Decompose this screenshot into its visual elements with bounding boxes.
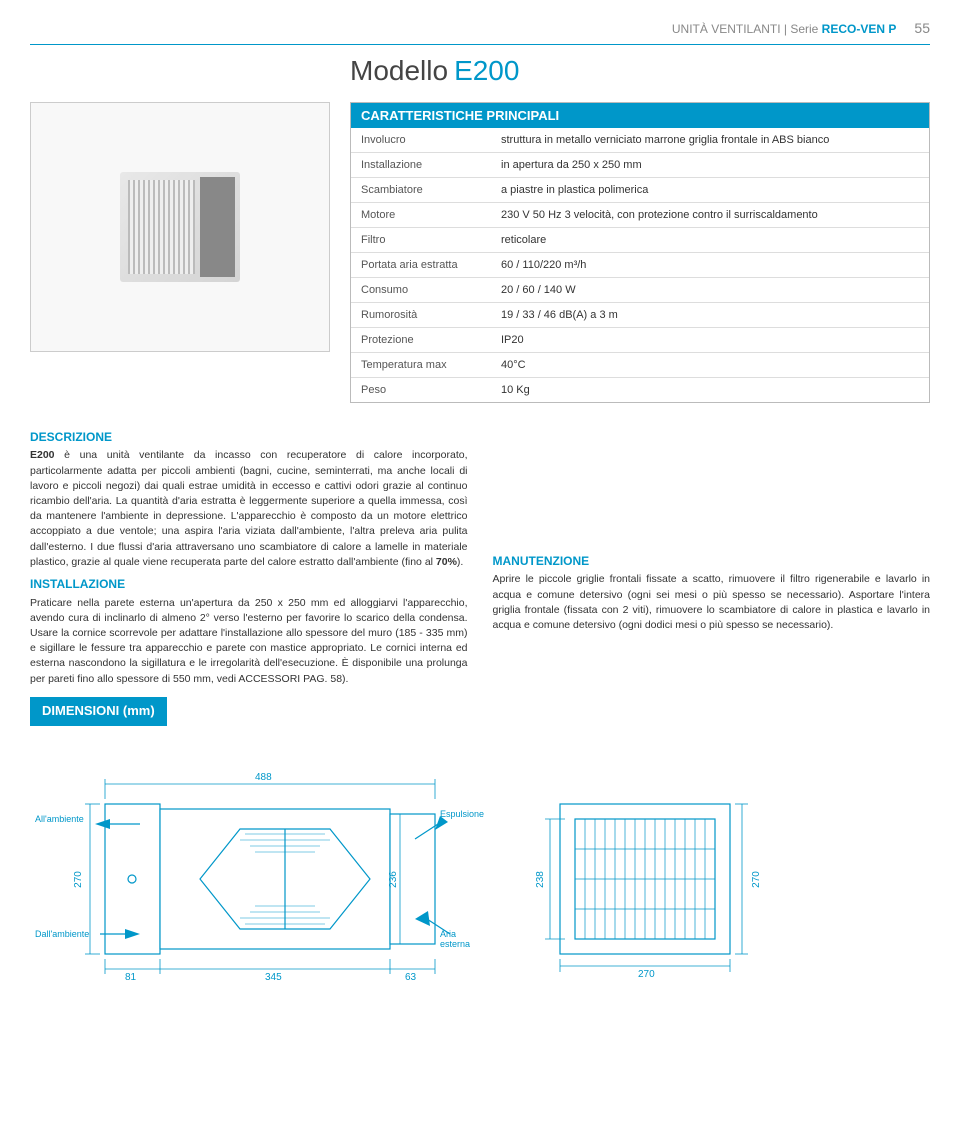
spec-value: 19 / 33 / 46 dB(A) a 3 m — [501, 309, 919, 321]
left-column: DESCRIZIONE E200 è una unità ventilante … — [30, 423, 468, 744]
spec-value: 20 / 60 / 140 W — [501, 284, 919, 296]
spec-label: Consumo — [361, 284, 501, 296]
page-header: UNITÀ VENTILANTI | Serie RECO-VEN P 55 — [30, 20, 930, 36]
spec-value: IP20 — [501, 334, 919, 346]
spec-value: 10 Kg — [501, 384, 919, 396]
diagram-front-view: 238 270 270 — [520, 784, 780, 984]
header-divider — [30, 44, 930, 45]
label-dall-ambiente: Dall'ambiente — [35, 929, 89, 939]
dim-63: 63 — [405, 972, 416, 983]
desc-end: ). — [457, 556, 463, 568]
spec-value: 60 / 110/220 m³/h — [501, 259, 919, 271]
desc-percent: 70% — [436, 556, 457, 568]
top-section: CARATTERISTICHE PRINCIPALI Involucrostru… — [30, 102, 930, 403]
spec-row: Temperatura max40°C — [351, 353, 929, 378]
spec-label: Temperatura max — [361, 359, 501, 371]
spec-label: Peso — [361, 384, 501, 396]
dim-345: 345 — [265, 972, 282, 983]
desc-model-bold: E200 — [30, 449, 55, 461]
title-prefix: Modello — [350, 55, 448, 87]
label-all-ambiente: All'ambiente — [35, 814, 84, 824]
spec-value: reticolare — [501, 234, 919, 246]
spec-row: Portata aria estratta60 / 110/220 m³/h — [351, 253, 929, 278]
dim-488: 488 — [255, 772, 272, 783]
spec-row: Filtroreticolare — [351, 228, 929, 253]
spec-row: Installazionein apertura da 250 x 250 mm — [351, 153, 929, 178]
spec-row: Peso10 Kg — [351, 378, 929, 402]
spec-label: Motore — [361, 209, 501, 221]
title-model: E200 — [454, 55, 519, 87]
dim-270-left: 270 — [73, 871, 84, 888]
body-text: DESCRIZIONE E200 è una unità ventilante … — [30, 423, 930, 744]
spec-table: CARATTERISTICHE PRINCIPALI Involucrostru… — [350, 102, 930, 403]
dim-236: 236 — [388, 871, 399, 888]
dim-270h: 270 — [751, 871, 762, 888]
desc-text: è una unità ventilante da incasso con re… — [30, 449, 468, 568]
maint-heading: MANUTENZIONE — [493, 553, 931, 570]
dim-81: 81 — [125, 972, 136, 983]
spec-row: ProtezioneIP20 — [351, 328, 929, 353]
spec-value: in apertura da 250 x 250 mm — [501, 159, 919, 171]
spec-row: Rumorosità19 / 33 / 46 dB(A) a 3 m — [351, 303, 929, 328]
dim-270w: 270 — [638, 969, 655, 980]
model-title: Modello E200 — [350, 55, 930, 87]
spec-value: a piastre in plastica polimerica — [501, 184, 919, 196]
spec-label: Filtro — [361, 234, 501, 246]
dimensions-title: DIMENSIONI (mm) — [30, 697, 167, 726]
side-view-svg — [40, 774, 480, 984]
spec-value: 40°C — [501, 359, 919, 371]
maint-body: Aprire le piccole griglie frontali fissa… — [493, 572, 931, 633]
install-body: Praticare nella parete esterna un'apertu… — [30, 596, 468, 687]
label-aria-esterna: Aria esterna — [440, 929, 480, 949]
spec-row: Scambiatorea piastre in plastica polimer… — [351, 178, 929, 203]
spec-row: Motore230 V 50 Hz 3 velocità, con protez… — [351, 203, 929, 228]
spec-label: Portata aria estratta — [361, 259, 501, 271]
page-number: 55 — [914, 20, 930, 36]
front-view-svg — [520, 784, 780, 984]
spec-label: Installazione — [361, 159, 501, 171]
spec-label: Scambiatore — [361, 184, 501, 196]
dimension-diagrams: 488 270 236 81 345 63 All'ambiente Dall'… — [30, 764, 930, 1004]
spec-row: Consumo20 / 60 / 140 W — [351, 278, 929, 303]
desc-body: E200 è una unità ventilante da incasso c… — [30, 448, 468, 570]
spec-label: Rumorosità — [361, 309, 501, 321]
label-espulsione: Espulsione — [440, 809, 484, 819]
diagram-side-view: 488 270 236 81 345 63 All'ambiente Dall'… — [40, 774, 480, 984]
series-category: UNITÀ VENTILANTI | Serie — [672, 22, 822, 36]
dim-238: 238 — [535, 871, 546, 888]
spec-value: 230 V 50 Hz 3 velocità, con protezione c… — [501, 209, 919, 221]
product-vent-graphic — [120, 172, 240, 282]
right-column: MANUTENZIONE Aprire le piccole griglie f… — [493, 423, 931, 744]
spec-value: struttura in metallo verniciato marrone … — [501, 134, 919, 146]
spec-table-title: CARATTERISTICHE PRINCIPALI — [351, 103, 929, 128]
series-name: RECO-VEN P — [822, 22, 897, 36]
spec-label: Protezione — [361, 334, 501, 346]
install-heading: INSTALLAZIONE — [30, 576, 468, 593]
spec-label: Involucro — [361, 134, 501, 146]
desc-heading: DESCRIZIONE — [30, 429, 468, 446]
spec-row: Involucrostruttura in metallo verniciato… — [351, 128, 929, 153]
product-image — [30, 102, 330, 352]
